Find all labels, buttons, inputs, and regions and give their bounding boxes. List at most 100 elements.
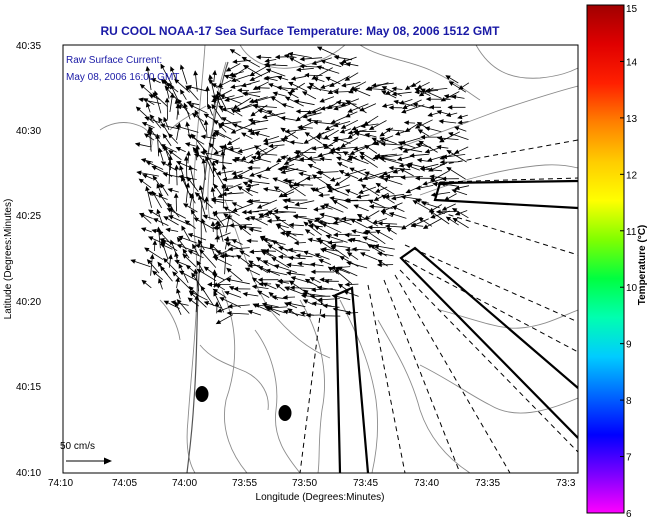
current-vector-head [422, 224, 429, 229]
current-vector-head [149, 114, 155, 120]
current-vector-head [231, 158, 238, 163]
current-vector-head [400, 194, 406, 200]
current-vector-head [448, 132, 454, 137]
current-vector-head [282, 165, 288, 170]
current-vector-head [365, 229, 371, 235]
annotation-line-2: May 08, 2006 16:00 GMT [66, 72, 179, 83]
current-vector-head [276, 157, 282, 163]
current-vector-head [340, 124, 347, 129]
current-vector-head [174, 259, 180, 265]
current-vector-head [145, 161, 152, 166]
current-vector-head [310, 262, 316, 267]
current-vector-head [300, 293, 307, 299]
current-vector-head [185, 121, 191, 127]
current-vector-head [332, 232, 339, 238]
current-vector-head [181, 225, 186, 231]
current-vector-head [311, 145, 317, 151]
current-vector-head [163, 257, 169, 264]
map-layers [99, 45, 578, 473]
current-vector-head [226, 214, 231, 220]
current-vector-head [207, 103, 212, 110]
current-vector-head [270, 96, 276, 102]
current-vector-head [263, 141, 269, 146]
current-vector-head [388, 212, 395, 217]
current-vector-head [196, 260, 202, 266]
current-vector-head [425, 87, 431, 93]
current-vector-head [219, 94, 226, 99]
current-vector-head [220, 150, 226, 156]
current-vector-head [175, 103, 181, 109]
current-vector-head [330, 245, 336, 251]
current-vector-head [183, 203, 189, 208]
current-vector-head [182, 253, 188, 259]
current-vector-head [249, 76, 255, 81]
current-vector-head [319, 156, 325, 162]
current-vector-head [457, 120, 463, 125]
current-vector-head [441, 206, 448, 211]
current-vector-head [169, 92, 175, 98]
current-vector-head [247, 263, 253, 269]
current-vector-head [241, 209, 247, 215]
current-vector-head [418, 91, 425, 97]
current-vector-head [175, 146, 182, 152]
y-tick-label: 40:25 [16, 211, 41, 222]
current-vector-head [319, 204, 326, 210]
current-vector-head [192, 243, 197, 250]
current-vector-head [333, 122, 339, 128]
current-vector-head [333, 217, 339, 222]
current-vector-head [312, 120, 318, 125]
current-vector-head [276, 224, 282, 230]
current-vector-head [295, 116, 301, 122]
current-vector-head [375, 229, 381, 235]
current-vector-head [199, 249, 205, 255]
current-vector-head [255, 54, 261, 60]
current-vector-head [176, 288, 181, 294]
current-vector-head [287, 308, 293, 314]
current-vector-head [377, 259, 383, 265]
current-vector-head [163, 300, 170, 306]
current-vector-head [380, 141, 386, 147]
current-vector-head [309, 277, 315, 282]
current-vector-head [144, 116, 150, 122]
current-vector-head [305, 312, 311, 318]
current-vector-head [412, 102, 418, 108]
current-vector-head [414, 88, 420, 93]
current-vector-head [288, 222, 294, 228]
current-vector-head [152, 239, 158, 245]
temperature-colorbar [586, 4, 625, 514]
current-vector-head [338, 61, 345, 67]
current-vector-head [145, 102, 151, 108]
current-vector-head [446, 149, 452, 155]
current-vector-head [186, 176, 192, 182]
current-vector-head [381, 194, 387, 200]
current-vector-head [373, 196, 380, 201]
current-vector-head [215, 250, 221, 255]
current-vector-head [344, 282, 350, 287]
current-vector-head [144, 247, 150, 253]
current-vector-head [246, 209, 252, 215]
current-vector-head [177, 235, 184, 241]
current-vector-head [248, 227, 254, 233]
current-vector-head [344, 76, 351, 81]
colorbar-tick-label: 14 [626, 57, 638, 68]
current-vector-head [398, 163, 405, 168]
current-vector-head [221, 191, 227, 197]
current-vector-head [186, 150, 191, 156]
current-vector-head [179, 64, 185, 70]
current-vector-head [241, 56, 247, 62]
current-vector-head [160, 63, 166, 69]
current-vector-head [283, 53, 290, 59]
current-vector-head [263, 62, 269, 68]
current-vector-head [386, 227, 392, 233]
y-tick-label: 40:15 [16, 382, 41, 393]
current-vector-head [237, 174, 243, 180]
current-vector-head [276, 85, 282, 91]
station-marker-2 [278, 405, 292, 421]
current-vector-head [261, 302, 268, 307]
current-vector-head [353, 204, 359, 209]
colorbar-tick-label: 6 [626, 509, 632, 519]
current-vector-head [418, 140, 424, 146]
current-vector-head [306, 110, 312, 115]
current-vector-head [158, 230, 164, 236]
current-vector-head [260, 249, 267, 254]
